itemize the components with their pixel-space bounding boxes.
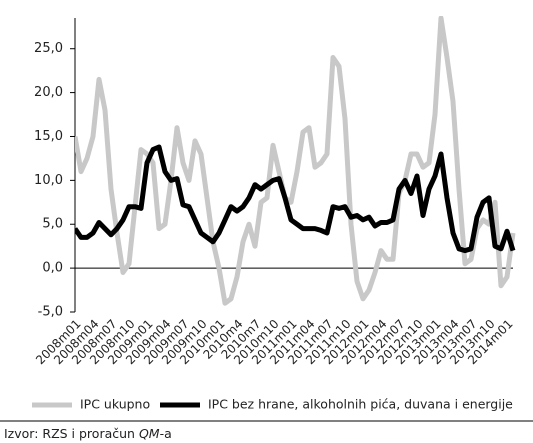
y-tick-label: 20,0 — [34, 85, 63, 100]
source: Izvor: RZS i proračun QM-a — [4, 426, 172, 441]
y-tick-label: 25,0 — [34, 41, 63, 56]
source-part: QM — [139, 426, 160, 441]
source-part: Izvor: RZS i proračun — [4, 426, 139, 441]
y-tick-label: 10,0 — [34, 173, 63, 188]
source-part: -a — [160, 426, 172, 441]
legend-label: IPC ukupno — [80, 397, 150, 412]
y-tick-label: 0,0 — [42, 261, 63, 276]
y-tick-label: 5,0 — [42, 217, 63, 232]
series-line — [75, 16, 516, 306]
legend-label: IPC bez hrane, alkoholnih pića, duvana i… — [208, 397, 513, 412]
series-line — [75, 144, 516, 254]
y-tick-label: 15,0 — [34, 129, 63, 144]
y-tick-label: -5,0 — [38, 305, 63, 320]
